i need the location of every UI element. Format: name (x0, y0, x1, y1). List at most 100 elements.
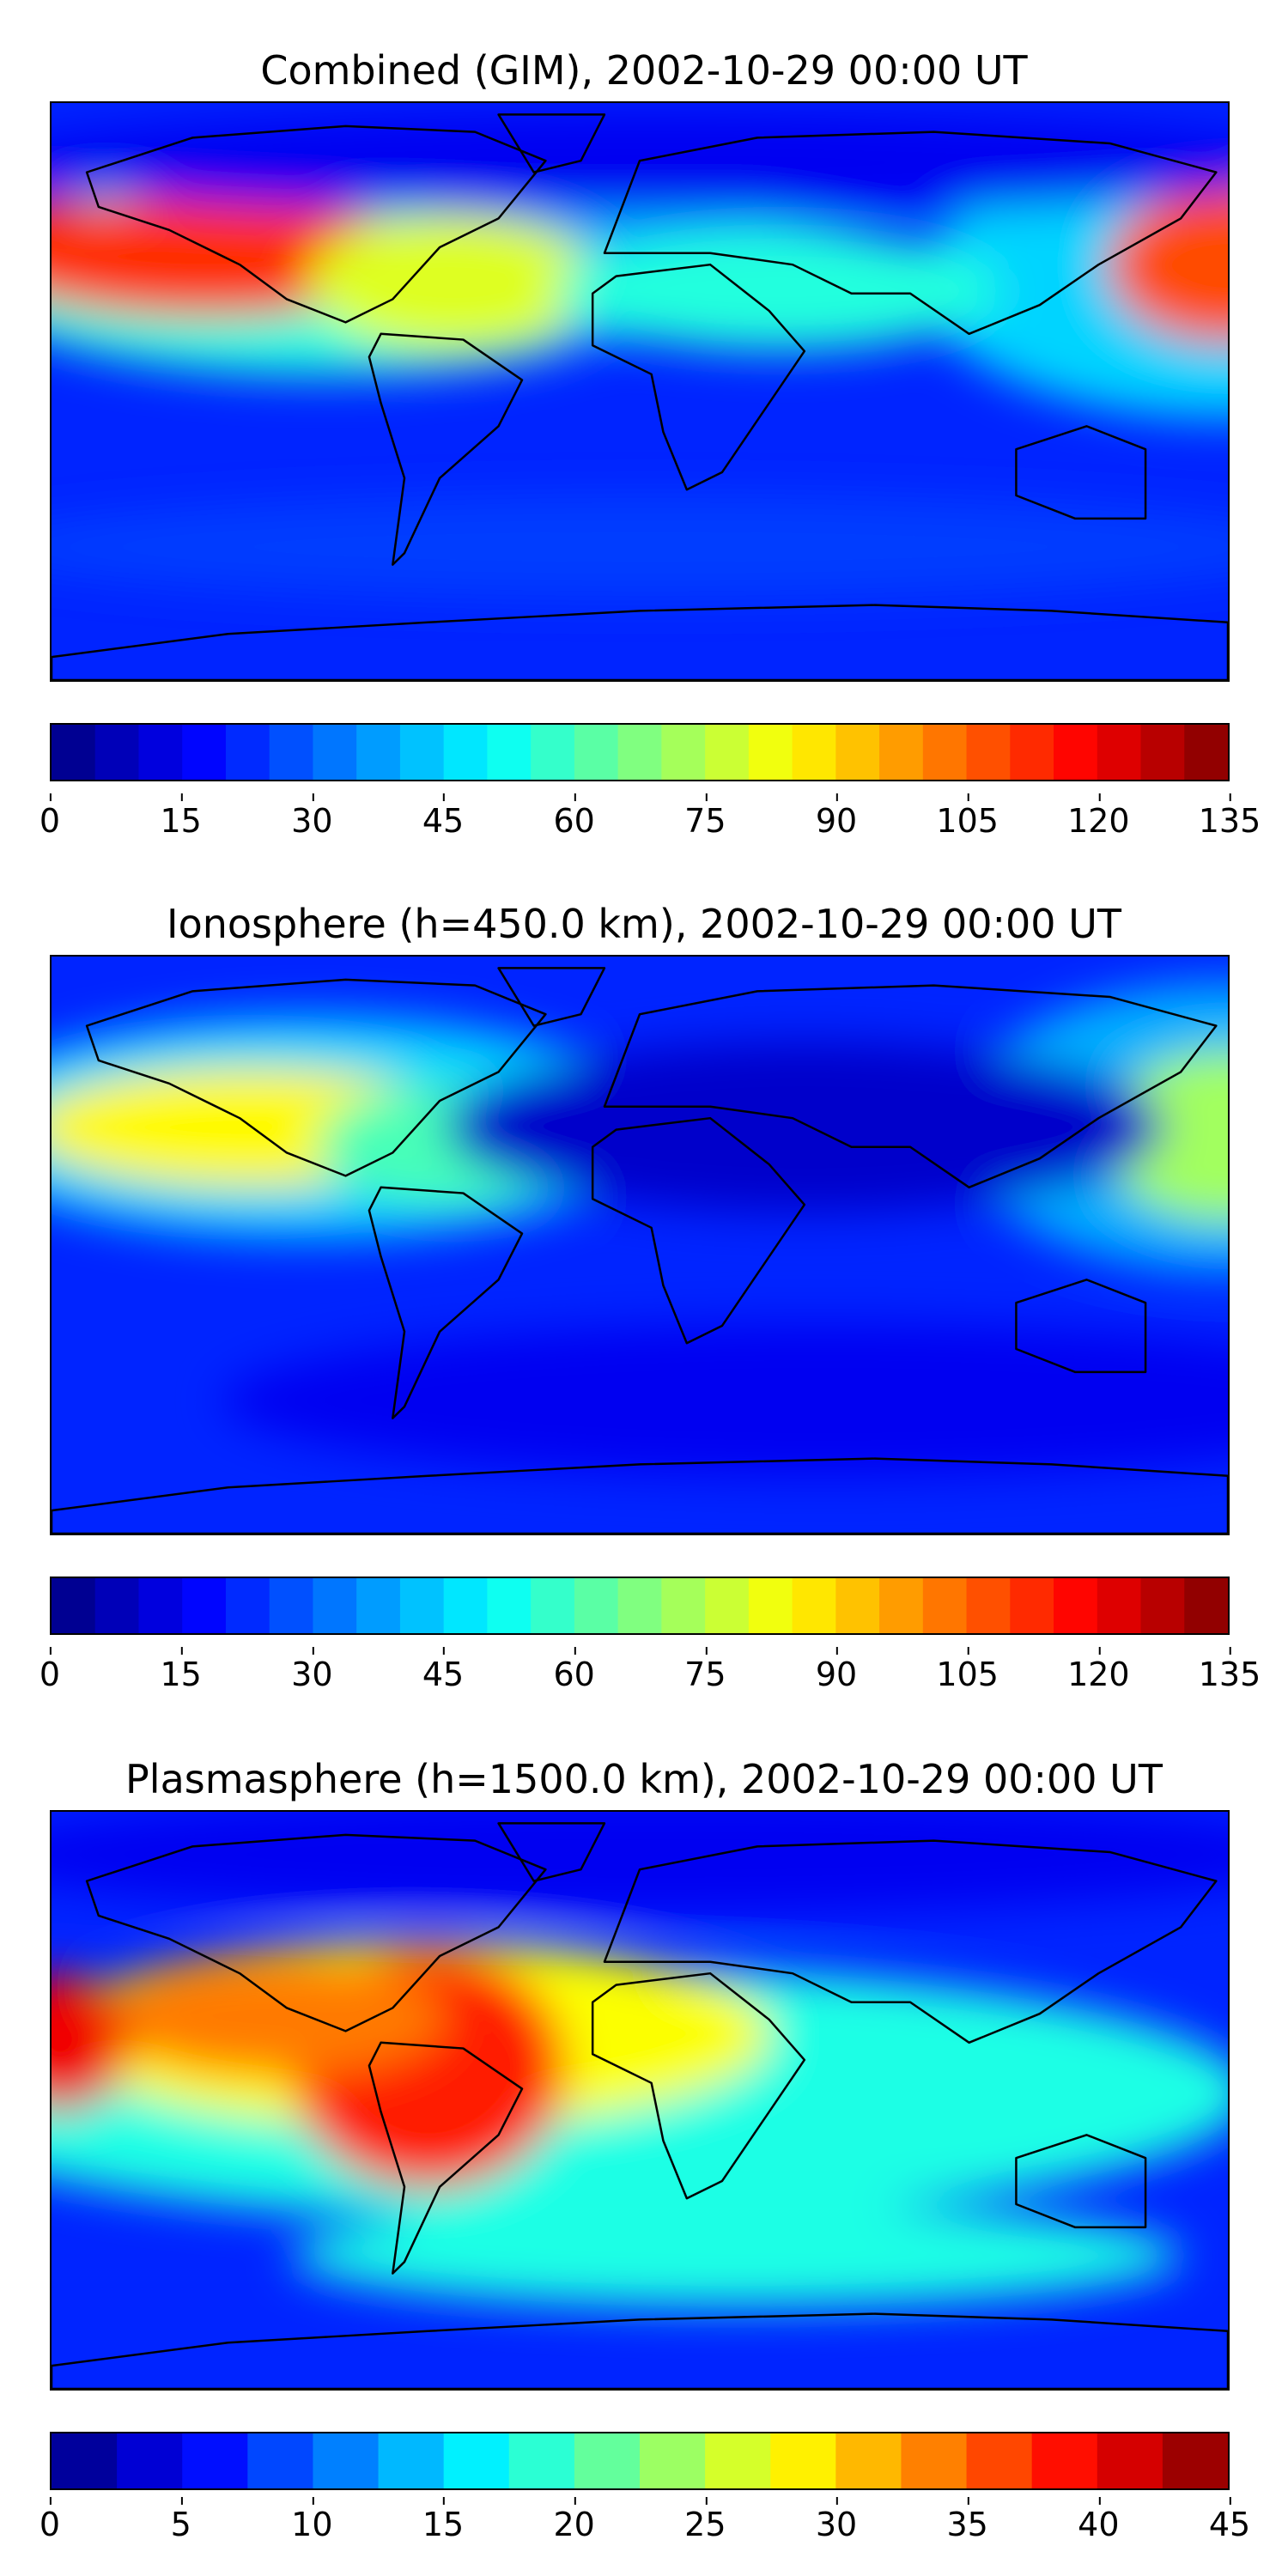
colorbar-segment (508, 2433, 575, 2488)
colorbar-segment (574, 725, 619, 780)
colorbar-tick-label: 30 (815, 2497, 858, 2543)
colorbar-segment (835, 2433, 902, 2488)
colorbar-segment (901, 2433, 968, 2488)
colorbar-tick-label: 0 (39, 1647, 61, 1693)
coastline (497, 967, 606, 1027)
colorbar-segment (313, 725, 357, 780)
colorbar-svg (52, 1578, 1228, 1633)
colorbar-segment (182, 1578, 227, 1633)
coastline (368, 1186, 524, 1419)
field-region (1108, 188, 1228, 343)
colorbar-segment (1097, 725, 1142, 780)
coastline (85, 978, 547, 1177)
field-region (52, 495, 1228, 598)
field-region (291, 2204, 1182, 2307)
coastline (1015, 1279, 1147, 1374)
colorbar-segment (879, 1578, 924, 1633)
colorbar-segment (138, 725, 183, 780)
colorbar-segment (1054, 1578, 1098, 1633)
field-region (52, 1973, 129, 2111)
map-plot (50, 955, 1230, 1535)
colorbar-segment (138, 1578, 183, 1633)
colorbar-tick-label: 20 (553, 2497, 595, 2543)
colorbar-segment (182, 725, 227, 780)
colorbar-segment (661, 1578, 706, 1633)
colorbar-tick-label: 10 (291, 2497, 333, 2543)
colorbar-tick-label: 45 (422, 1647, 465, 1693)
colorbar-segment (705, 1578, 750, 1633)
colorbar-segment (247, 2433, 314, 2488)
colorbar-segment (748, 725, 793, 780)
colorbar-segment (966, 1578, 1011, 1633)
map-plot (50, 1810, 1230, 2391)
colorbar-segment (1097, 1578, 1142, 1633)
colorbar-segment (399, 1578, 445, 1633)
colorbar-segment (378, 2433, 445, 2488)
field-region (222, 1323, 1228, 1478)
colorbar-tick-label: 90 (815, 1647, 858, 1693)
field-region (445, 1042, 1165, 1213)
colorbar-tick-label: 60 (553, 1647, 595, 1693)
map-svg (52, 103, 1228, 680)
colorbar-tick-label: 120 (1067, 793, 1130, 840)
colorbar-tick-label: 45 (422, 793, 465, 840)
coastline (85, 125, 547, 324)
colorbar-segment (617, 1578, 662, 1633)
colorbar-tick-label: 105 (936, 793, 999, 840)
colorbar-tick-label: 15 (422, 2497, 465, 2543)
colorbar-tick-label: 30 (291, 793, 333, 840)
colorbar-tick-label: 105 (936, 1647, 999, 1693)
colorbar-segment (443, 2433, 510, 2488)
colorbar-tick-label: 90 (815, 793, 858, 840)
colorbar-segment (835, 725, 880, 780)
colorbar-segment (966, 725, 1011, 780)
colorbar-segment (94, 725, 140, 780)
coastline (1015, 2134, 1147, 2229)
field-region (556, 231, 1002, 351)
coastline (85, 1833, 547, 2032)
colorbar-segment (269, 725, 314, 780)
chart-title: Combined (GIM), 2002-10-29 00:00 UT (260, 47, 1028, 94)
colorbar-tick-label: 75 (684, 793, 726, 840)
colorbar-segment (269, 1578, 314, 1633)
colorbar-tick-label: 25 (684, 2497, 726, 2543)
colorbar-segment (225, 725, 270, 780)
colorbar-segment (748, 1578, 793, 1633)
colorbar-tick-label: 135 (1198, 1647, 1261, 1693)
field-region (52, 197, 112, 300)
colorbar-tick-label: 15 (160, 1647, 202, 1693)
colorbar-segment (1010, 1578, 1054, 1633)
colorbar-segment (531, 1578, 575, 1633)
colorbar-segment (487, 725, 532, 780)
colorbar-tick-label: 75 (684, 1647, 726, 1693)
colorbar-segment (879, 725, 924, 780)
colorbar-segment (443, 1578, 489, 1633)
coastline (52, 1457, 1228, 1534)
coastline (52, 2312, 1228, 2389)
field-region (102, 1956, 446, 2077)
colorbar-segment (835, 1578, 880, 1633)
map-svg (52, 957, 1228, 1534)
colorbar-tick-label: 135 (1198, 793, 1261, 840)
coastline (368, 332, 524, 566)
colorbar-segment (1184, 725, 1228, 780)
coastline (497, 1822, 606, 1882)
colorbar-segment (487, 1578, 532, 1633)
coastline (591, 1116, 806, 1345)
colorbar-ticks: 0 15 30 45 60 75 90 105 120 135 (39, 793, 1261, 854)
colorbar-svg (52, 2433, 1228, 2488)
chart-title: Ionosphere (h=450.0 km), 2002-10-29 00:0… (167, 901, 1121, 947)
colorbar-segment (1010, 725, 1054, 780)
coastline (52, 604, 1228, 680)
colorbar-segment (574, 1578, 619, 1633)
field-region (52, 1812, 1228, 1915)
colorbar-segment (356, 725, 401, 780)
coastline (603, 131, 1218, 336)
colorbar-segment (1184, 1578, 1228, 1633)
coastline (591, 1971, 806, 2200)
colorbar-ticks: 0 5 10 15 20 25 30 35 40 45 (39, 2497, 1250, 2557)
colorbar-segment (705, 2433, 771, 2488)
colorbar-tick-label: 40 (1078, 2497, 1120, 2543)
colorbar-segment (705, 725, 750, 780)
